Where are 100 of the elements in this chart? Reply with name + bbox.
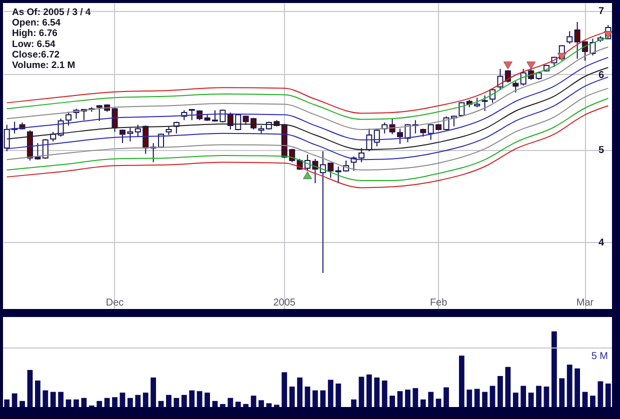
y-tick-label: 6 [598,70,604,81]
bar [574,368,580,407]
bar [250,396,256,407]
bar [390,396,395,407]
bar [181,394,187,407]
bar [304,386,310,407]
bar [366,374,372,407]
point [526,62,536,70]
bar [405,390,410,407]
bar [81,398,87,407]
candlestick [497,68,504,90]
bar [150,378,156,407]
bar [12,393,18,407]
line-series [6,98,609,182]
bar [482,392,488,407]
bar [528,392,534,407]
bar [382,380,388,407]
bar [196,391,202,407]
bar [505,366,511,407]
bar [436,398,442,407]
bar [66,399,72,407]
bar [598,381,604,407]
bar [512,392,518,407]
bar [490,386,496,407]
bar [289,386,295,407]
bar [605,384,611,407]
bar [174,398,180,407]
bar [128,398,133,407]
bar [520,386,526,407]
point [557,52,566,61]
bar [212,400,218,407]
bar [20,400,25,407]
bar [58,392,64,407]
x-tick-label: Mar [576,298,594,308]
bar [228,398,234,407]
line-series [6,88,609,170]
bar [104,398,110,407]
bar [374,378,380,407]
bar [220,404,226,407]
bar [42,390,48,407]
bar [412,388,418,407]
point [303,171,312,180]
candlestick [482,94,488,112]
annotation: High: 6.76 [12,28,58,40]
bar [474,388,480,407]
bar [498,376,503,407]
bar [297,378,302,407]
bar [142,392,148,407]
bar [536,386,542,407]
bar [559,378,565,407]
y-tick-label: 4 [598,237,604,248]
bar [166,394,172,407]
candlestick [566,30,573,44]
y-tick-label: 7 [598,6,604,18]
bar [50,392,56,407]
x-tick-label: Dec [106,298,124,308]
bar [590,396,596,407]
candlestick [574,21,580,60]
bar [358,376,364,407]
x-tick-label: Feb [430,298,448,308]
bar [135,394,141,407]
bar [243,404,249,407]
bar [120,392,126,407]
annotation: Open: 6.54 [12,18,62,29]
candlestick [112,108,118,132]
bar [582,392,588,407]
bar [544,386,550,407]
bar [444,387,449,407]
annotation: Volume: 2.1 M [12,60,76,71]
annotation: As Of: 2005 / 3 / 4 [12,7,92,18]
bar [336,384,342,407]
bar [566,364,572,407]
bar [282,372,288,407]
bar [112,397,118,407]
bar [397,391,403,407]
candlestick [66,111,72,126]
line-series [6,105,609,188]
point [503,62,512,70]
point [604,31,612,39]
bar [320,390,326,407]
bar [27,370,33,407]
bar [466,390,472,407]
bar [204,392,210,407]
bar [312,390,318,407]
candlestick [374,128,380,147]
bar [96,400,102,407]
bar [420,399,426,407]
bar [351,399,356,407]
annotation: Low: 6.54 [12,38,56,50]
bar [189,390,195,407]
annotation: Close:6.72 [12,49,60,60]
bar [266,403,272,407]
bar [4,399,10,407]
bar [74,399,79,407]
bar [551,331,557,407]
bar [34,380,40,407]
y-tick-label: 5 [598,145,604,156]
candlestick [512,80,519,94]
bar [328,380,334,407]
bar [235,402,241,407]
